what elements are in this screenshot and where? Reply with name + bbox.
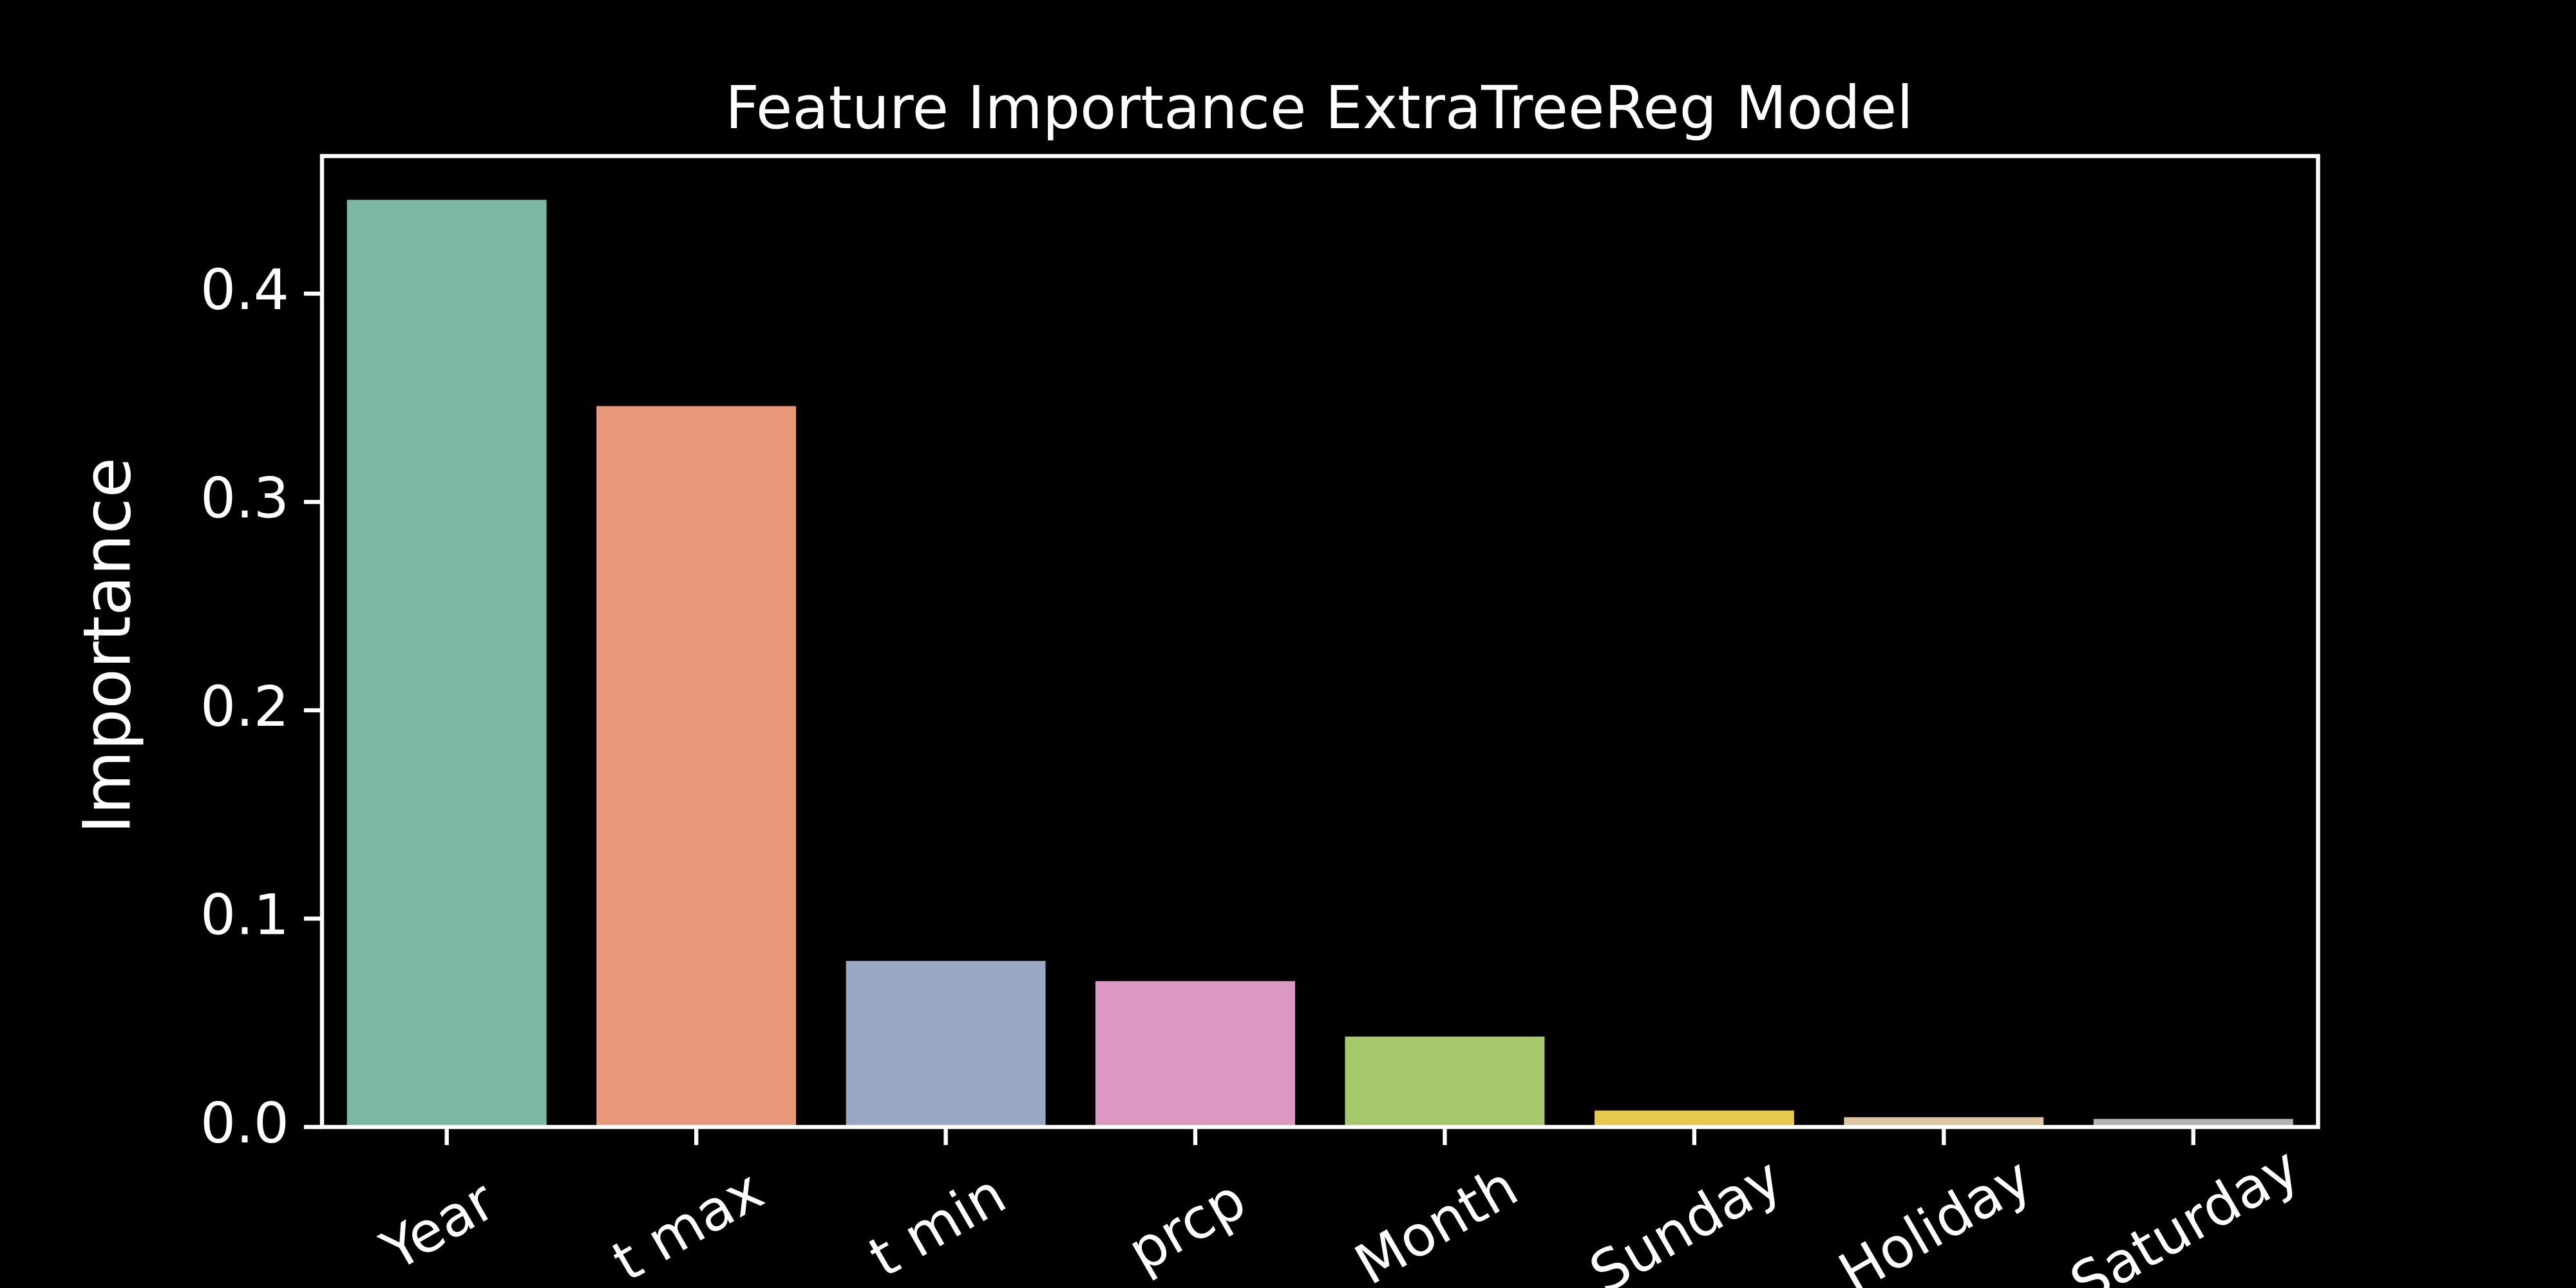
y-tick-label: 0.2 bbox=[200, 674, 289, 739]
y-tick-label: 0.0 bbox=[200, 1091, 289, 1156]
bar bbox=[1594, 1110, 1794, 1127]
plot-frame bbox=[319, 154, 2320, 1130]
y-tick-label: 0.3 bbox=[200, 466, 289, 531]
y-tick-label: 0.4 bbox=[200, 258, 289, 323]
chart-title: Feature Importance ExtraTreeReg Model bbox=[725, 73, 1913, 142]
bar bbox=[1345, 1036, 1545, 1127]
y-tick-label: 0.1 bbox=[200, 882, 289, 947]
bar bbox=[1844, 1117, 2044, 1127]
bar bbox=[596, 406, 797, 1128]
bar bbox=[1095, 981, 1296, 1127]
bar bbox=[346, 200, 547, 1128]
y-axis-label: Importance bbox=[69, 457, 146, 834]
bar bbox=[846, 961, 1046, 1127]
